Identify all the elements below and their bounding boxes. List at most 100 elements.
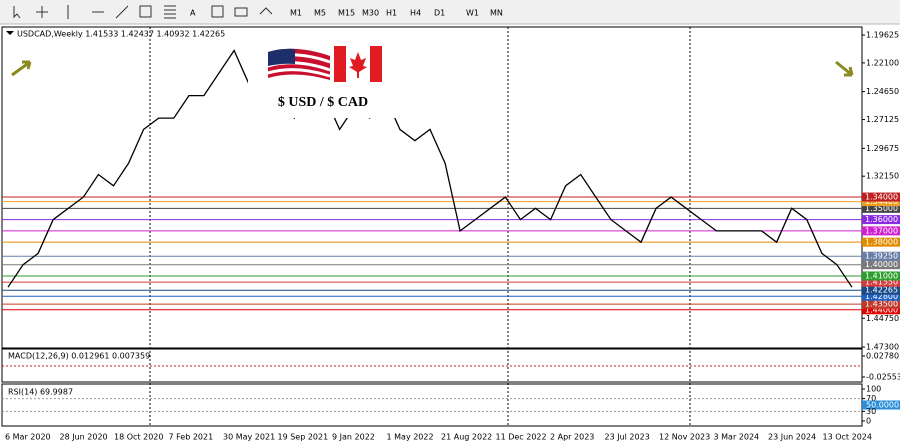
price-label: 1.19625 — [866, 31, 899, 40]
timeframe-button[interactable]: D1 — [434, 9, 445, 18]
price-line — [7, 49, 853, 288]
fibo-icon[interactable] — [164, 5, 176, 19]
main-pane — [1, 26, 863, 349]
indicator-label: 70 — [866, 394, 876, 403]
level-tag — [862, 299, 900, 309]
level-label: 1.41000 — [865, 271, 898, 280]
date-label: 9 Jan 2022 — [332, 433, 375, 442]
date-label: 21 Aug 2022 — [441, 433, 492, 442]
ca-flag — [334, 46, 382, 82]
indicator-label: -0.02553 — [866, 373, 900, 382]
level-label: 1.43500 — [865, 300, 898, 309]
cursor-icon[interactable] — [13, 6, 21, 19]
level-tag — [862, 197, 900, 207]
date-label: 23 Jun 2024 — [768, 433, 816, 442]
level-tag — [862, 285, 900, 295]
collapse-icon[interactable] — [6, 31, 14, 35]
drawing-tools[interactable]: A — [13, 5, 273, 19]
level-label: 1.38000 — [865, 238, 898, 247]
level-tag — [862, 192, 900, 202]
date-label: 3 Mar 2024 — [714, 433, 760, 442]
arrow-left — [11, 60, 32, 77]
us-flag — [267, 48, 331, 80]
rect-icon[interactable] — [234, 7, 248, 17]
indicator-label: 100 — [866, 385, 881, 394]
price-label: 1.22100 — [866, 58, 899, 67]
indicator-label: 0.027801 — [866, 352, 900, 361]
level-label: 1.34400 — [865, 197, 898, 206]
label-icon[interactable] — [211, 5, 224, 18]
price-label: 1.29675 — [866, 144, 899, 153]
level-tag — [862, 251, 900, 261]
macd-header: MACD(12,26,9) 0.012961 0.007359 — [8, 352, 150, 361]
level-tag — [862, 305, 900, 315]
level-label: 1.42800 — [865, 292, 898, 301]
level-label: 1.37000 — [865, 226, 898, 235]
price-label: 1.32150 — [866, 172, 899, 181]
trendline-icon[interactable] — [115, 5, 129, 19]
level-label: 1.36000 — [865, 215, 898, 224]
date-label: 11 Dec 2022 — [496, 433, 547, 442]
level-label: 1.41550 — [865, 278, 898, 287]
date-label: 7 Feb 2021 — [169, 433, 214, 442]
date-label: 12 Nov 2023 — [659, 433, 710, 442]
level-tag — [862, 400, 900, 410]
period-separators — [149, 27, 691, 426]
level-tag — [862, 215, 900, 225]
date-label: 30 May 2021 — [223, 433, 275, 442]
indicator-label: 50.0000 — [866, 401, 899, 410]
chart-header: USDCAD,Weekly 1.41533 1.42437 1.40932 1.… — [17, 30, 225, 39]
date-label: 18 Oct 2020 — [114, 433, 163, 442]
date-label: 1 May 2022 — [387, 433, 434, 442]
level-tag — [862, 203, 900, 213]
level-label: 1.44000 — [865, 305, 898, 314]
timeframe-button[interactable]: M15 — [338, 9, 355, 18]
date-label: 28 Jun 2020 — [60, 433, 108, 442]
indicator-label: 30 — [866, 407, 876, 416]
level-tag — [862, 237, 900, 247]
timeframe-bar: M1 M5 M15 M30 H1 H4 D1 W1 MN — [290, 9, 503, 18]
date-label: 6 Mar 2020 — [5, 433, 51, 442]
level-label: 1.39250 — [865, 252, 898, 261]
rsi-pane — [1, 383, 863, 427]
level-lines — [2, 196, 862, 311]
level-label: 1.42265 — [865, 286, 898, 295]
shapes-icon[interactable] — [259, 7, 273, 15]
level-label: 1.40000 — [865, 260, 898, 269]
indicator-label: 0 — [866, 417, 871, 426]
level-tag — [862, 226, 900, 236]
timeframe-button[interactable]: W1 — [466, 9, 479, 18]
banner-text: $ USD / $ CAD — [278, 95, 368, 110]
level-tag — [862, 260, 900, 270]
date-label: 19 Sep 2021 — [278, 433, 329, 442]
price-label: 1.24650 — [866, 87, 899, 96]
level-label: 1.34000 — [865, 193, 898, 202]
timeframe-button[interactable]: M30 — [362, 9, 379, 18]
price-label: 1.44750 — [866, 314, 899, 323]
time-axis: 6 Mar 2020 28 Jun 2020 18 Oct 2020 7 Feb 20… — [5, 433, 872, 442]
timeframe-button[interactable]: M5 — [314, 9, 326, 18]
timeframe-button[interactable]: M1 — [290, 9, 302, 18]
price-series — [7, 49, 853, 288]
crosshair-icon[interactable] — [36, 6, 48, 18]
level-tag — [862, 277, 900, 287]
date-label: 23 Jul 2023 — [605, 433, 650, 442]
arrow-right — [835, 60, 854, 77]
timeframe-button[interactable]: H4 — [410, 9, 421, 18]
toolbar — [0, 0, 900, 24]
channel-icon[interactable] — [139, 5, 152, 18]
banner: $ USD / $ CAD — [248, 28, 398, 118]
timeframe-button[interactable]: H1 — [386, 9, 397, 18]
price-axis: 1.47300 1.44750 1.32150 1.29675 1.27125 1.246… — [2, 31, 900, 426]
date-label: 13 Oct 2024 — [823, 433, 872, 442]
price-label: 1.27125 — [866, 115, 899, 124]
price-label: 1.47300 — [866, 343, 899, 352]
level-tag — [862, 291, 900, 301]
level-tag — [862, 271, 900, 281]
rsi-header: RSI(14) 69.9987 — [8, 388, 73, 397]
text-icon[interactable]: A — [190, 9, 196, 18]
timeframe-button[interactable]: MN — [490, 9, 503, 18]
level-label: 1.35000 — [865, 204, 898, 213]
